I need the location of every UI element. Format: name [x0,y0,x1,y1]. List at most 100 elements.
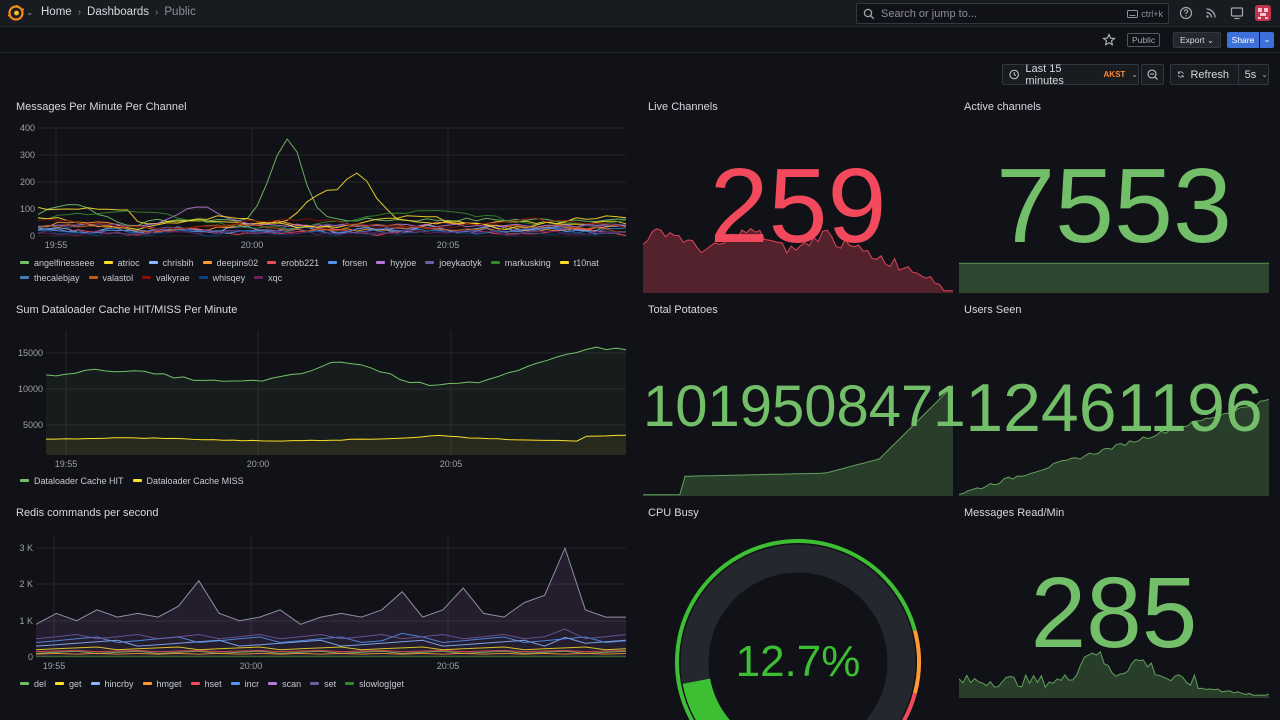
legend-swatch [267,261,277,264]
legend-item[interactable]: thecalebjay [20,270,80,285]
live-sparkline [643,228,953,293]
cache-chart[interactable]: 15000 10000 5000 19:55 20:00 20:05 [0,325,640,473]
help-icon[interactable] [1178,5,1194,21]
panel-title-cache[interactable]: Sum Dataloader Cache HIT/MISS Per Minute [16,304,238,316]
legend-item[interactable]: markusking [490,255,551,270]
legend-item[interactable]: get [55,676,82,691]
panel-title-read[interactable]: Messages Read/Min [964,507,1065,519]
share-dropdown-button[interactable]: ⌄ [1260,32,1274,48]
zoom-out-icon [1147,69,1158,80]
legend-item[interactable]: atrioc [103,255,140,270]
legend-item[interactable]: Dataloader Cache MISS [132,473,244,488]
grafana-logo-icon[interactable] [8,5,24,21]
legend-item[interactable]: deepins02 [202,255,258,270]
total-potatoes-value: 1019508471 [643,374,966,439]
legend-item[interactable]: hset [190,676,222,691]
legend-label: markusking [504,257,551,268]
public-badge: Public [1127,33,1161,47]
panel-title-potatoes[interactable]: Total Potatoes [648,304,718,316]
legend-item[interactable]: chrisbih [148,255,194,270]
legend-item[interactable]: scan [268,676,301,691]
breadcrumb-home[interactable]: Home [41,6,72,18]
legend-item[interactable]: del [20,676,46,691]
legend-swatch [254,276,264,279]
export-button[interactable]: Export ⌄ [1173,32,1221,48]
messages-legend: angelfinesseee atrioc chrisbih deepins02 ero… [20,255,620,285]
cpu-gauge [675,539,921,720]
messages-chart[interactable]: 400 300 200 100 0 19:55 20:00 20:05 [0,118,640,256]
search-input[interactable]: Search or jump to... ctrl+k [856,3,1169,24]
y-tick-label: 3 K [19,543,33,553]
legend-item[interactable]: hmget [142,676,182,691]
legend-item[interactable]: forsen [328,255,367,270]
legend-item[interactable]: Dataloader Cache HIT [20,473,124,488]
legend-swatch [425,261,435,264]
legend-label: hyyjoe [390,257,417,268]
panel-title-cpu[interactable]: CPU Busy [648,507,699,519]
legend-item[interactable]: whisqey [198,270,245,285]
refresh-interval-select[interactable]: 5s [1244,68,1257,81]
refresh-icon [1177,71,1184,78]
legend-item[interactable]: hyyjoe [376,255,416,270]
panel-title-active[interactable]: Active channels [964,101,1042,113]
series-area [46,347,626,455]
chevron-down-icon[interactable]: ⌄ [26,7,34,17]
legend-item[interactable]: erobb221 [267,255,319,270]
legend-swatch [88,276,98,279]
users-sparkline [959,398,1269,496]
legend-swatch [103,261,113,264]
panel-title-live[interactable]: Live Channels [648,101,718,113]
y-tick-label: 400 [20,123,35,133]
legend-item[interactable]: slowlog|get [345,676,404,691]
breadcrumb: Home › Dashboards › Public [41,6,196,18]
legend-swatch [198,276,208,279]
legend-swatch [20,261,29,264]
star-icon[interactable] [1102,33,1116,47]
legend-label: thecalebjay [34,272,80,283]
chevron-down-icon: ⌄ [1206,35,1215,45]
legend-swatch [230,682,240,685]
avatar[interactable] [1255,5,1271,21]
panel-title-messages[interactable]: Messages Per Minute Per Channel [16,101,187,113]
legend-label: atrioc [117,257,140,268]
legend-item[interactable]: hincrby [90,676,134,691]
legend-label: angelfinesseee [34,257,95,268]
legend-item[interactable]: t10nat [559,255,599,270]
rss-icon[interactable] [1203,5,1219,21]
series-line [37,227,627,236]
legend-item[interactable]: incr [230,676,259,691]
x-tick-label: 20:05 [437,661,460,671]
active-sparkline [959,262,1269,293]
zoom-out-button[interactable] [1141,64,1164,85]
divider [1238,65,1239,84]
monitor-icon[interactable] [1229,5,1245,21]
legend-label: set [324,678,337,689]
legend-item[interactable]: xqc [254,270,282,285]
legend-label: hincrby [104,678,134,689]
search-icon [863,8,875,19]
refresh-picker[interactable]: Refresh 5s ⌄ [1170,64,1269,85]
series-line [35,650,627,654]
panel-title-users[interactable]: Users Seen [964,304,1022,316]
time-range-picker[interactable]: Last 15 minutes AKST ⌄ [1002,63,1139,87]
sparkline-line [643,385,953,496]
legend-swatch [345,682,355,685]
share-button[interactable]: Share [1227,32,1259,48]
y-tick-label: 1 K [19,616,33,626]
legend-label: valkyrae [156,272,190,283]
legend-item[interactable]: valkyrae [142,270,190,285]
legend-item[interactable]: joeykaotyk [425,255,482,270]
search-placeholder: Search or jump to... [881,7,977,20]
gauge-track [680,544,916,720]
refresh-button[interactable]: Refresh [1190,68,1229,81]
legend-swatch [20,276,29,279]
legend-item[interactable]: angelfinesseee [20,255,95,270]
redis-chart[interactable]: 3 K 2 K 1 K 0 19:55 20:00 20:05 [0,532,640,676]
series-line [45,346,627,387]
panel-title-redis[interactable]: Redis commands per second [16,507,159,519]
sparkline-area [959,263,1269,293]
breadcrumb-dashboards[interactable]: Dashboards [87,6,150,18]
legend-item[interactable]: valastol [88,270,133,285]
legend-item[interactable]: set [310,676,336,691]
dashboard-toolbar [0,27,1280,53]
